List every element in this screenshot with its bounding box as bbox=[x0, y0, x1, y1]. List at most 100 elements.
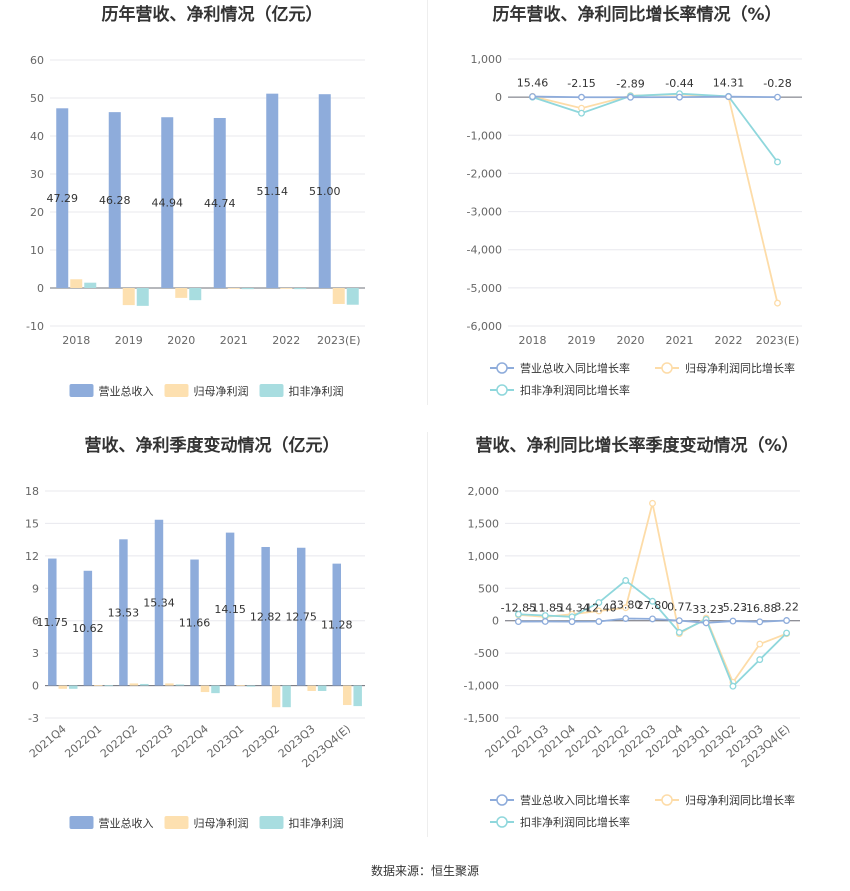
data-label: 11.66 bbox=[179, 617, 211, 630]
panel-divider-top bbox=[427, 0, 428, 405]
line-point bbox=[595, 599, 603, 607]
bar-revenue bbox=[266, 93, 279, 288]
line-point bbox=[702, 619, 710, 627]
line-point bbox=[514, 610, 522, 618]
chart-title: 历年营收、净利同比增长率情况（%） bbox=[492, 4, 781, 25]
data-label: 44.94 bbox=[152, 197, 184, 210]
y-tick-label: 10 bbox=[30, 244, 44, 257]
bar-deducted-profit bbox=[241, 288, 254, 290]
legend-swatch bbox=[164, 816, 189, 829]
line-parent-profit bbox=[518, 503, 787, 685]
bar-parent-profit bbox=[342, 685, 352, 706]
quarterly-growth-panel: 营收、净利同比增长率季度变动情况（%） -1,500 -1,000 -500 0 500 1… bbox=[425, 432, 850, 862]
line-point bbox=[783, 617, 791, 624]
legend-marker bbox=[661, 362, 673, 374]
legend-marker bbox=[496, 794, 508, 806]
data-label: -0.28 bbox=[763, 77, 791, 90]
legend-label: 营业总收入 bbox=[99, 384, 154, 398]
x-tick-label: 2020 bbox=[617, 334, 645, 347]
legend-label: 归母净利润 bbox=[194, 384, 249, 398]
bar-deducted-profit bbox=[140, 683, 149, 686]
line-point bbox=[725, 93, 732, 101]
data-label: 10.62 bbox=[72, 622, 104, 635]
y-tick-label: 3 bbox=[32, 647, 39, 660]
x-tick-label: 2023(E) bbox=[756, 334, 800, 347]
legend-swatch bbox=[164, 384, 189, 397]
line-point bbox=[649, 499, 656, 507]
quarterly-amount-chart: 营收、净利季度变动情况（亿元）-303691215182021Q42022Q12… bbox=[25, 435, 365, 830]
data-label: -2.89 bbox=[616, 77, 644, 90]
y-tick-label: 30 bbox=[30, 168, 44, 181]
line-point bbox=[541, 618, 549, 625]
bar-deducted-profit bbox=[69, 685, 78, 689]
x-tick-label: 2022Q4 bbox=[169, 722, 211, 760]
bar-parent-profit bbox=[227, 288, 240, 289]
x-tick-label: 2018 bbox=[519, 334, 547, 347]
y-tick-label: -2,000 bbox=[467, 167, 502, 180]
y-tick-label: -6,000 bbox=[467, 320, 502, 333]
x-tick-label: 2018 bbox=[62, 334, 90, 347]
y-tick-label: 18 bbox=[25, 485, 39, 498]
y-tick-label: -1,500 bbox=[464, 712, 499, 725]
line-deducted-profit bbox=[532, 92, 779, 163]
chart-title: 历年营收、净利情况（亿元） bbox=[102, 4, 323, 25]
quarterly-growth-chart: 营收、净利同比增长率季度变动情况（%） -1,500 -1,000 -500 0 500 1… bbox=[464, 435, 800, 829]
y-tick-label: 40 bbox=[30, 130, 44, 143]
x-tick-label: 2019 bbox=[115, 334, 143, 347]
line-point bbox=[729, 617, 737, 625]
line-point bbox=[649, 597, 656, 605]
data-label: -33.23 bbox=[688, 603, 723, 616]
bar-parent-profit bbox=[175, 288, 188, 298]
bar-parent-profit bbox=[307, 685, 316, 691]
data-label: 15.34 bbox=[143, 597, 175, 610]
line-point bbox=[783, 629, 791, 637]
legend-swatch bbox=[259, 384, 284, 397]
data-label: -0.44 bbox=[665, 77, 693, 90]
legend-swatch bbox=[69, 816, 94, 829]
data-label: 13.53 bbox=[108, 606, 140, 619]
x-tick-label: 2023(E) bbox=[317, 334, 361, 347]
line-point bbox=[649, 615, 656, 623]
bar-deducted-profit bbox=[353, 685, 362, 707]
y-tick-label: 1,000 bbox=[471, 53, 503, 66]
bar-parent-profit bbox=[165, 683, 174, 686]
line-point bbox=[622, 604, 630, 612]
data-label: 27.80 bbox=[637, 599, 669, 612]
line-point bbox=[756, 618, 764, 626]
y-tick-label: 0 bbox=[495, 91, 502, 104]
bar-deducted-profit bbox=[317, 685, 327, 691]
bar-parent-profit bbox=[236, 685, 245, 686]
bar-revenue bbox=[119, 539, 128, 686]
x-tick-label: 2020 bbox=[167, 334, 195, 347]
data-label: -5.23 bbox=[719, 601, 747, 614]
bar-deducted-profit bbox=[282, 685, 291, 708]
y-tick-label: 6 bbox=[32, 615, 39, 628]
y-tick-label: -1,000 bbox=[467, 129, 502, 142]
y-tick-label: -4,000 bbox=[467, 244, 502, 257]
y-tick-label: 0 bbox=[37, 282, 44, 295]
x-tick-label: 2022Q3 bbox=[134, 722, 176, 760]
line-point bbox=[627, 93, 634, 101]
bar-revenue bbox=[108, 112, 121, 288]
data-label: 46.28 bbox=[99, 194, 131, 207]
line-point bbox=[676, 93, 683, 101]
legend-label: 归母净利润同比增长率 bbox=[685, 361, 795, 375]
line-point bbox=[774, 158, 781, 166]
data-label: 11.75 bbox=[37, 616, 69, 629]
line-point bbox=[729, 682, 737, 690]
data-label: 51.00 bbox=[309, 185, 341, 198]
line-point bbox=[578, 93, 585, 101]
bar-revenue bbox=[154, 519, 164, 686]
data-label: 12.75 bbox=[285, 611, 317, 624]
bar-parent-profit bbox=[94, 685, 103, 686]
line-point bbox=[595, 618, 603, 625]
x-tick-label: 2022Q1 bbox=[62, 722, 104, 760]
x-tick-label: 2022Q2 bbox=[98, 722, 140, 760]
y-tick-label: -1,000 bbox=[464, 680, 499, 693]
y-tick-label: 50 bbox=[30, 92, 44, 105]
bar-revenue bbox=[161, 117, 174, 288]
legend-marker bbox=[661, 794, 673, 806]
y-tick-label: -5,000 bbox=[467, 282, 502, 295]
line-point bbox=[595, 607, 603, 615]
legend-label: 营业总收入 bbox=[99, 816, 154, 830]
